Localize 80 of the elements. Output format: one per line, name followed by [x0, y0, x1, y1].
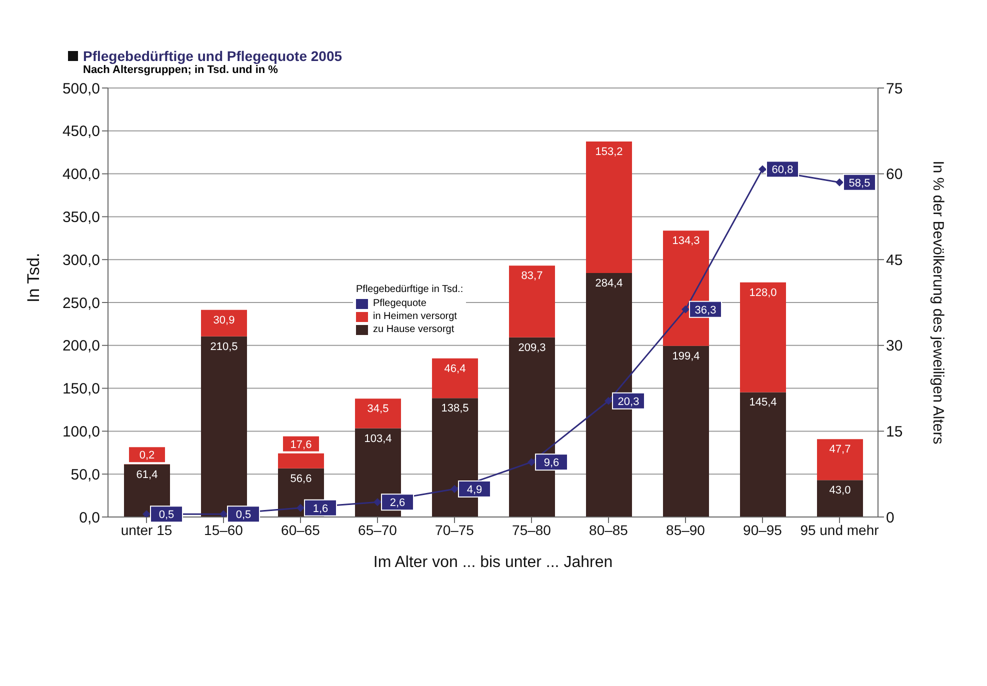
y-tick-label: 50,0 — [70, 466, 100, 484]
data-label: 284,4 — [595, 277, 623, 290]
y2-tick-label: 30 — [886, 338, 903, 355]
y-tick-label: 100,0 — [62, 424, 100, 441]
data-label: 4,9 — [466, 484, 482, 496]
data-label: 83,7 — [521, 270, 543, 282]
data-label: 30,9 — [213, 314, 235, 326]
data-label: 56,6 — [290, 472, 312, 485]
bar — [663, 346, 709, 517]
x-tick-label: 90–95 — [743, 522, 782, 538]
x-tick-label: 75–80 — [512, 522, 552, 538]
data-label: 199,4 — [672, 350, 700, 362]
point — [374, 498, 382, 506]
x-tick-label: unter 15 — [120, 522, 172, 538]
legend-label: Pflegequote — [373, 298, 426, 309]
legend-title: Pflegebedürftige in Tsd.: — [356, 284, 464, 295]
data-label: 9,6 — [544, 457, 560, 470]
data-label: 20,3 — [618, 396, 640, 408]
data-label: 0,5 — [236, 509, 252, 522]
data-label: 61,4 — [136, 468, 158, 481]
legend-label: zu Hause versorgt — [373, 324, 454, 335]
x-axis-title: Im Alter von ... bis unter ... Jahren — [373, 554, 613, 571]
y-tick-label: 400,0 — [62, 166, 100, 184]
y-tick-label: 150,0 — [62, 380, 100, 398]
data-label: 47,7 — [829, 444, 851, 456]
data-label: 34,5 — [367, 403, 389, 416]
point — [758, 165, 766, 174]
data-label: 2,6 — [390, 497, 406, 510]
bar — [740, 282, 786, 392]
x-tick-label: 60–65 — [281, 522, 320, 538]
point — [836, 178, 844, 186]
data-label: 128,0 — [749, 286, 777, 299]
point — [528, 458, 536, 466]
y2-tick-label: 60 — [886, 166, 903, 184]
data-label: 134,3 — [672, 235, 700, 248]
x-tick-label: 70–75 — [435, 522, 474, 538]
y-axis-title: In Tsd. — [24, 252, 44, 302]
point — [682, 305, 690, 314]
point — [604, 396, 612, 405]
data-label: 209,3 — [518, 342, 546, 354]
y-tick-label: 200,0 — [62, 338, 100, 355]
data-label: 1,6 — [312, 502, 328, 515]
bar — [740, 392, 786, 517]
data-label: 46,4 — [444, 362, 466, 375]
x-tick-label: 80–85 — [589, 522, 628, 538]
chart-title: Pflegebedürftige und Pflegequote 2005 — [83, 48, 342, 64]
y-tick-label: 300,0 — [62, 252, 100, 269]
data-label: 36,3 — [694, 304, 716, 316]
chart-subtitle: Nach Altersgruppen; in Tsd. und in % — [82, 64, 279, 76]
y2-axis-title: In % der Bevölkerung des jeweiligen Alters — [930, 160, 946, 444]
data-label: 0,2 — [139, 450, 155, 462]
x-tick-label: 15–60 — [204, 522, 244, 538]
data-label: 17,6 — [290, 438, 312, 451]
y2-tick-label: 0 — [886, 509, 894, 526]
data-label: 58,5 — [848, 177, 870, 190]
y-tick-label: 500,0 — [62, 80, 100, 98]
point — [142, 510, 150, 517]
point — [296, 504, 304, 512]
x-tick-label: 95 und mehr — [800, 522, 880, 538]
bar — [586, 142, 632, 273]
x-tick-label: 65–70 — [358, 522, 398, 538]
y-tick-label: 350,0 — [62, 209, 100, 226]
data-label: 103,4 — [364, 432, 392, 445]
y2-tick-label: 15 — [886, 424, 903, 441]
point — [220, 510, 228, 517]
y-tick-label: 450,0 — [62, 123, 100, 140]
x-tick-label: 85–90 — [666, 522, 706, 538]
y-tick-label: 0,0 — [79, 509, 100, 526]
legend-label: in Heimen versorgt — [373, 311, 457, 322]
y-tick-label: 250,0 — [62, 294, 100, 312]
data-label: 60,8 — [772, 164, 794, 176]
data-label: 138,5 — [441, 402, 469, 415]
data-label: 210,5 — [210, 340, 238, 353]
data-label: 145,4 — [749, 396, 777, 409]
y2-tick-label: 45 — [886, 252, 903, 269]
y2-tick-label: 75 — [886, 80, 903, 98]
data-label: 153,2 — [595, 146, 623, 158]
data-label: 0,5 — [158, 509, 174, 522]
point — [450, 484, 458, 493]
data-label: 43,0 — [829, 484, 851, 497]
